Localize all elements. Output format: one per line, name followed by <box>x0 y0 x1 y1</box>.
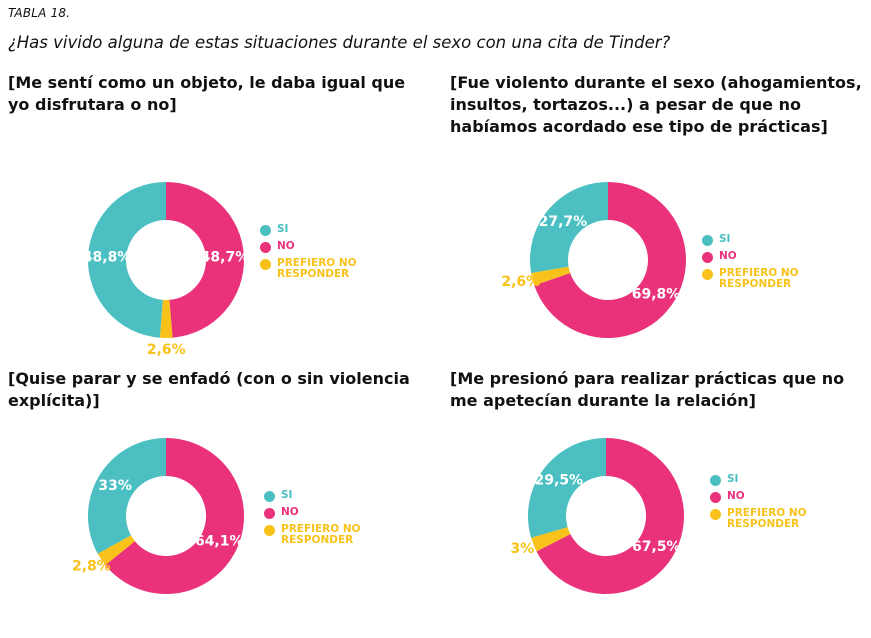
donut-slice-si <box>528 438 606 538</box>
donut-slice-prefiero <box>159 299 173 338</box>
legend-dot-si <box>702 235 713 246</box>
donut-label-prefiero: 2,6% <box>147 342 186 358</box>
legend-label-si: SI <box>719 233 731 245</box>
chart-title: [Me sentí como un objeto, le daba igual … <box>8 73 406 114</box>
chart-title: [Fue violento durante el sexo (ahogamien… <box>450 73 862 136</box>
donut-label-no: 64,1% <box>195 533 244 549</box>
donut-slice-no <box>166 182 244 338</box>
legend: SI NO PREFIERO NO RESPONDER <box>710 474 822 530</box>
legend-item-si: SI <box>260 224 372 241</box>
legend-label-si: SI <box>281 489 293 501</box>
legend-item-no: NO <box>702 251 814 268</box>
chart-panel-4: [Me presionó para realizar prácticas que… <box>450 368 871 638</box>
legend-label-prefiero: PREFIERO NO RESPONDER <box>277 257 357 280</box>
legend: SI NO PREFIERO NO RESPONDER <box>260 224 372 280</box>
legend-dot-prefiero <box>702 269 713 280</box>
donut-chart: 67,5% 3% 29,5% <box>510 438 684 594</box>
legend-dot-prefiero <box>710 509 721 520</box>
legend-label-prefiero: PREFIERO NO RESPONDER <box>719 267 799 290</box>
donut-slice-prefiero <box>531 266 571 286</box>
donut-slice-prefiero <box>531 527 571 552</box>
donut-slice-si <box>88 182 166 338</box>
donut-slice-prefiero <box>97 535 135 566</box>
legend-label-si: SI <box>727 473 739 485</box>
chart-title: [Quise parar y se enfadó (con o sin viol… <box>8 369 410 410</box>
legend-item-si: SI <box>702 234 814 251</box>
donut-slice-no <box>536 438 684 594</box>
legend-item-prefiero: PREFIERO NO RESPONDER <box>702 268 814 290</box>
legend: SI NO PREFIERO NO RESPONDER <box>264 490 376 546</box>
legend-dot-no <box>702 252 713 263</box>
donut-chart: 69,8% 2,6% 27,7% <box>501 182 686 338</box>
legend-dot-prefiero <box>264 525 275 536</box>
legend: SI NO PREFIERO NO RESPONDER <box>702 234 814 290</box>
donut-label-prefiero: 2,6% <box>501 274 540 290</box>
donut-chart: 64,1% 2,8% 33% <box>72 438 244 594</box>
donut-label-si: 27,7% <box>539 214 588 230</box>
donut-chart: 48,7% 2,6% 48,8% <box>83 182 249 358</box>
legend-dot-prefiero <box>260 259 271 270</box>
legend-item-si: SI <box>264 490 376 507</box>
legend-dot-no <box>710 492 721 503</box>
donut-label-no: 69,8% <box>632 286 681 302</box>
legend-label-prefiero: PREFIERO NO RESPONDER <box>281 523 361 546</box>
legend-dot-no <box>260 242 271 253</box>
legend-label-no: NO <box>719 250 737 262</box>
donut-slice-no <box>534 182 686 338</box>
donut-label-si: 48,8% <box>83 250 132 266</box>
legend-item-si: SI <box>710 474 822 491</box>
table-label: TABLA 18. <box>8 6 71 20</box>
legend-item-prefiero: PREFIERO NO RESPONDER <box>710 508 822 530</box>
legend-label-no: NO <box>281 506 299 518</box>
chart-panel-1: [Me sentí como un objeto, le daba igual … <box>8 72 438 358</box>
legend-label-prefiero: PREFIERO NO RESPONDER <box>727 507 807 530</box>
legend-label-no: NO <box>277 240 295 252</box>
donut-slice-si <box>87 438 166 554</box>
chart-title: [Me presionó para realizar prácticas que… <box>450 369 845 410</box>
donut-label-prefiero: 3% <box>510 541 534 557</box>
legend-item-prefiero: PREFIERO NO RESPONDER <box>260 258 372 280</box>
donut-label-si: 29,5% <box>535 473 584 489</box>
legend-item-no: NO <box>260 241 372 258</box>
legend-item-prefiero: PREFIERO NO RESPONDER <box>264 524 376 546</box>
legend-dot-si <box>260 225 271 236</box>
donut-slice-no <box>105 438 244 594</box>
legend-dot-si <box>264 491 275 502</box>
legend-dot-no <box>264 508 275 519</box>
chart-panel-2: [Fue violento durante el sexo (ahogamien… <box>450 72 871 342</box>
donut-label-no: 48,7% <box>201 250 250 266</box>
legend-dot-si <box>710 475 721 486</box>
chart-panel-3: [Quise parar y se enfadó (con o sin viol… <box>8 368 438 638</box>
legend-label-no: NO <box>727 490 745 502</box>
legend-item-no: NO <box>710 491 822 508</box>
legend-item-no: NO <box>264 507 376 524</box>
survey-question: ¿Has vivido alguna de estas situaciones … <box>8 33 671 52</box>
donut-label-no: 67,5% <box>632 539 681 555</box>
donut-slice-si <box>530 182 608 274</box>
donut-label-prefiero: 2,8% <box>72 558 111 574</box>
donut-label-si: 33% <box>98 478 132 494</box>
legend-label-si: SI <box>277 223 289 235</box>
